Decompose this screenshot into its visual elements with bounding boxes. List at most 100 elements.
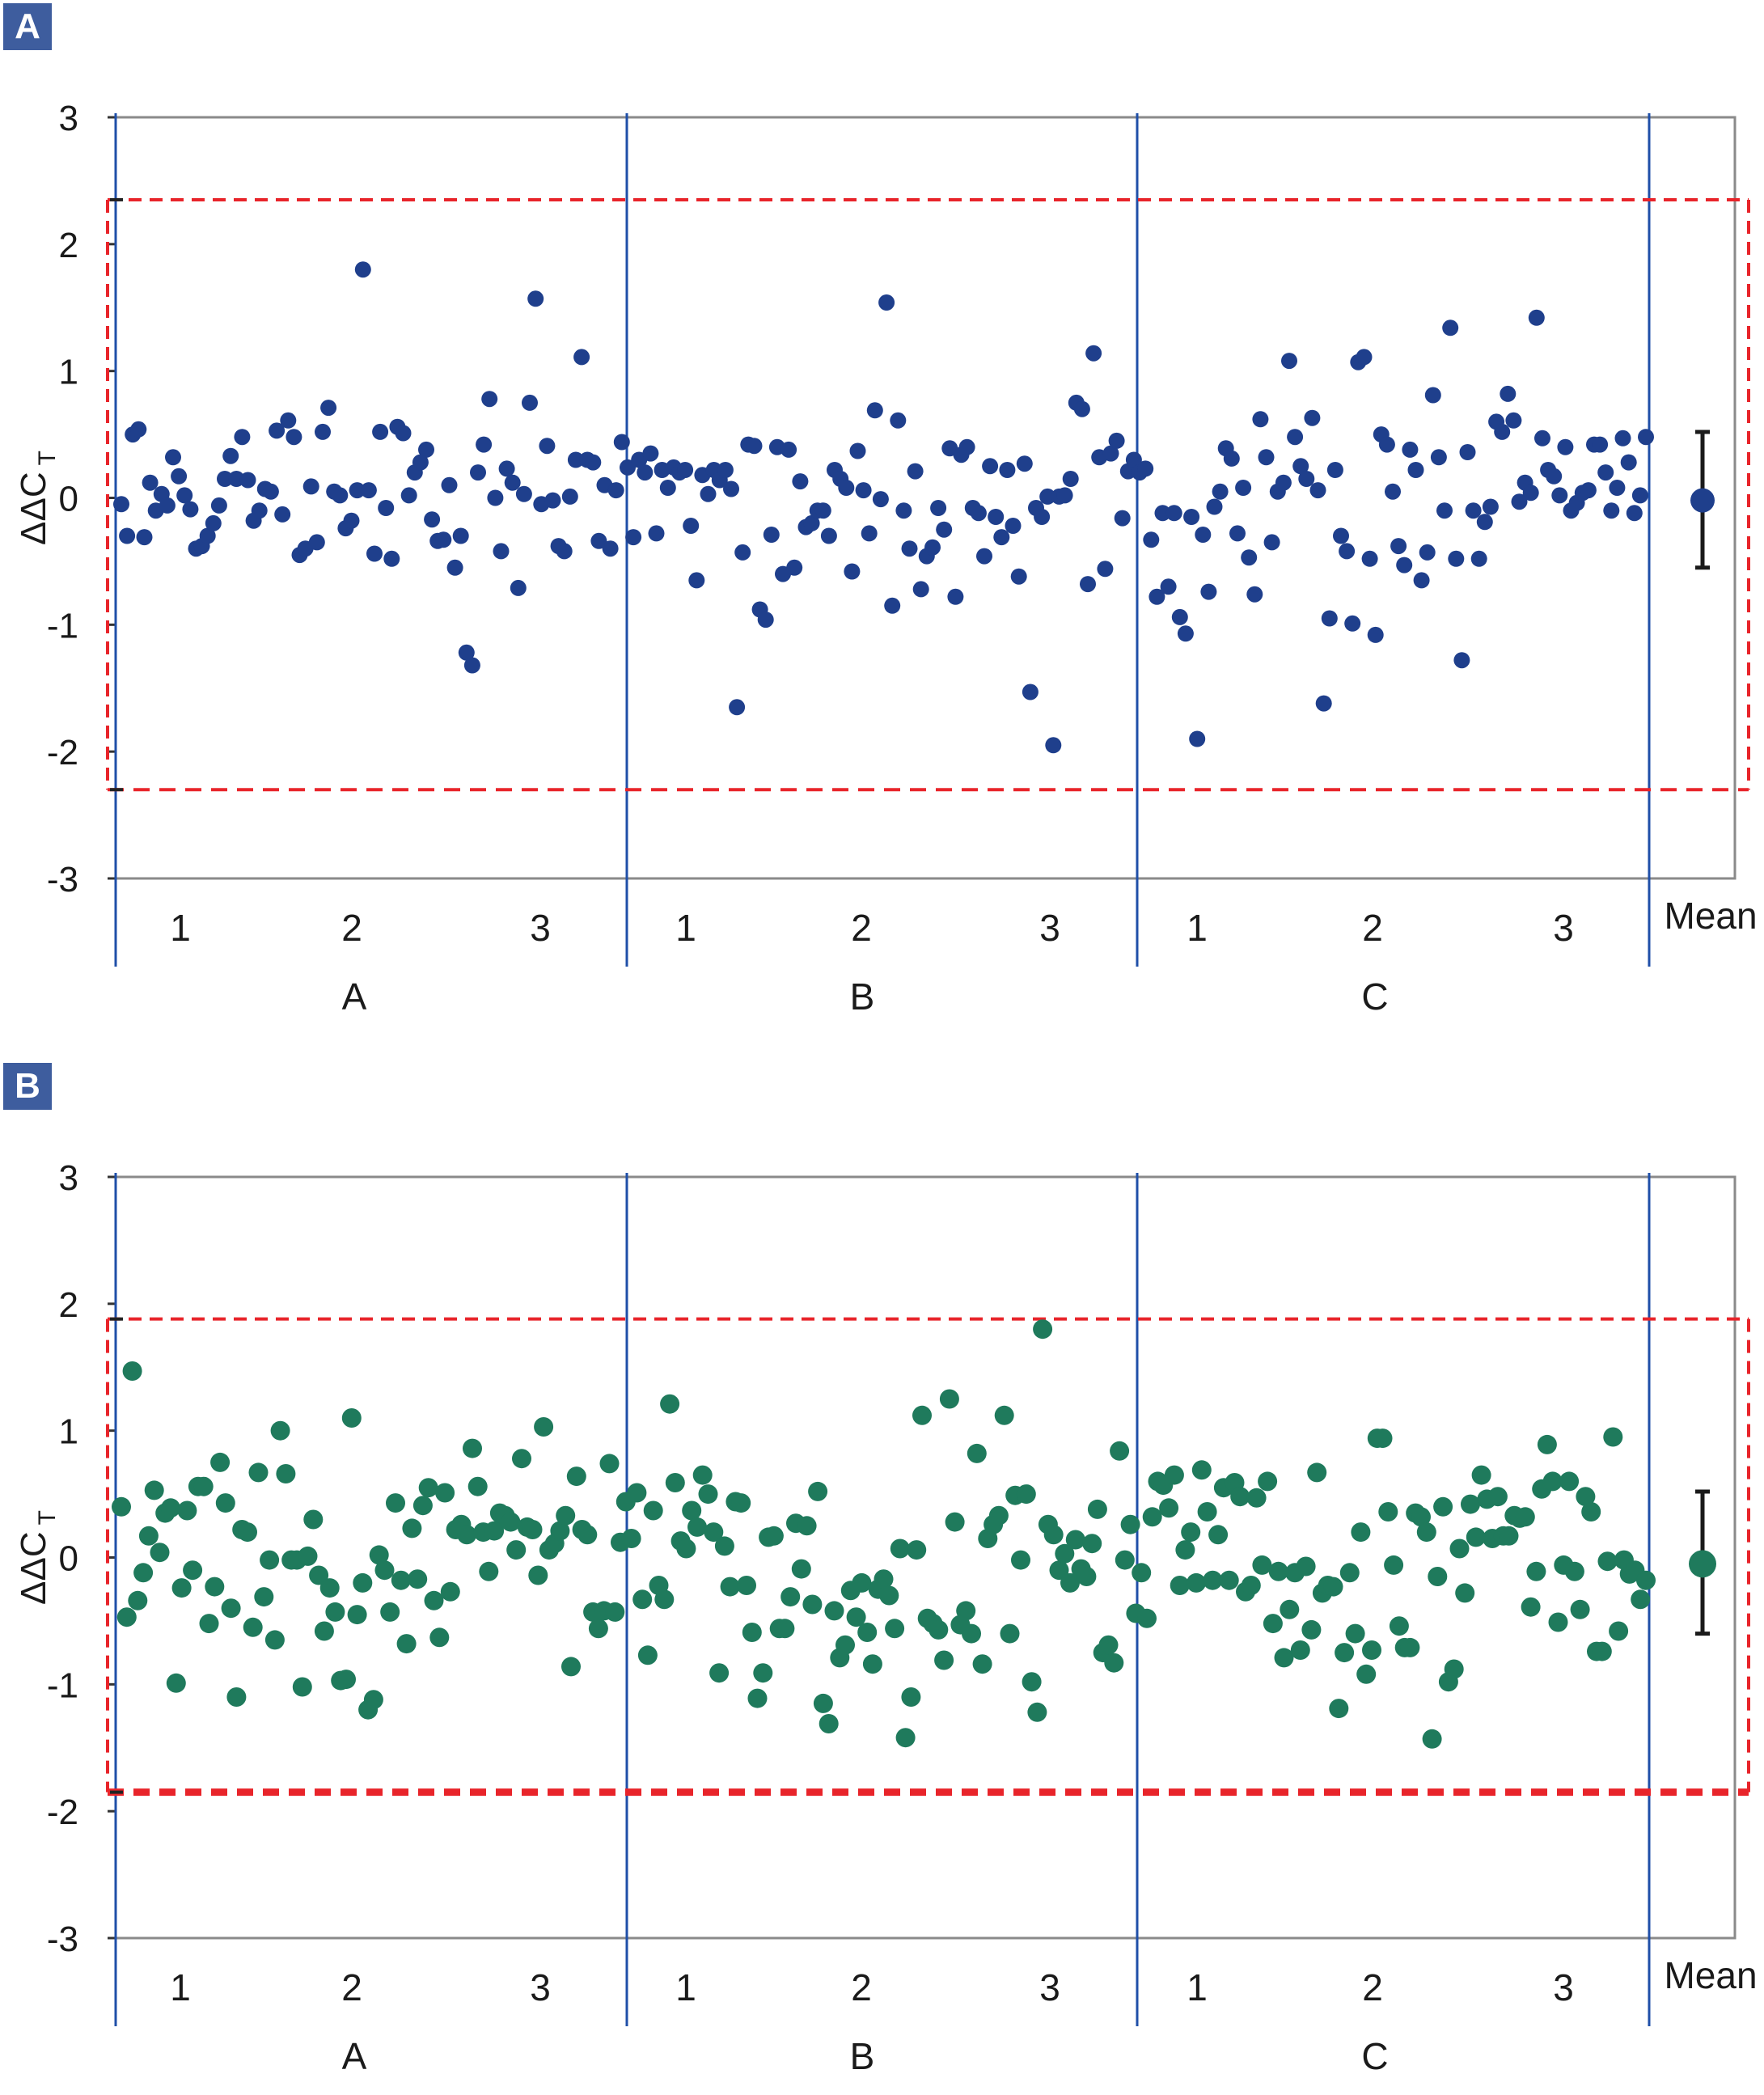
data-point — [1356, 349, 1373, 366]
data-point — [1281, 353, 1297, 370]
data-point — [934, 1650, 954, 1670]
data-point — [1511, 493, 1528, 510]
data-point — [1526, 1561, 1546, 1581]
data-point — [1592, 1641, 1612, 1661]
data-point — [729, 699, 746, 716]
mean-point — [1689, 1550, 1716, 1578]
data-point — [692, 1465, 713, 1485]
data-point — [1132, 1563, 1152, 1583]
data-point — [136, 529, 153, 546]
data-point — [879, 1585, 899, 1606]
data-point — [408, 1569, 428, 1589]
data-point — [878, 294, 895, 311]
data-point — [315, 423, 331, 440]
panel-a: A 3 2 1 0 -1 -2 -3 ΔΔCT 1 2 3 A 1 2 3 B 1 2 3 C Mean — [0, 0, 1764, 1035]
data-point — [625, 529, 642, 546]
data-point — [1235, 480, 1252, 496]
data-point — [988, 1505, 1009, 1526]
data-point — [1500, 385, 1517, 402]
data-point — [936, 521, 953, 538]
data-point — [1461, 1494, 1480, 1514]
data-point — [210, 1452, 231, 1472]
data-point — [176, 487, 193, 504]
data-point — [1258, 1471, 1278, 1492]
data-point — [1033, 1319, 1053, 1340]
data-point — [1542, 1471, 1563, 1492]
data-point — [1362, 1640, 1381, 1660]
data-point — [177, 1500, 197, 1521]
data-point — [1389, 1616, 1409, 1636]
data-point — [1258, 449, 1275, 466]
data-point — [813, 1693, 833, 1713]
data-point — [561, 488, 578, 505]
data-point — [1045, 737, 1062, 754]
data-point — [677, 462, 694, 478]
data-point — [458, 644, 475, 661]
subgroup-label: 1 — [1187, 907, 1208, 949]
data-point — [605, 1602, 625, 1622]
data-point — [819, 1714, 839, 1733]
data-point — [1268, 1561, 1288, 1581]
group-label: B — [850, 976, 875, 1018]
panel-a-badge: A — [3, 3, 52, 50]
data-point — [504, 474, 521, 491]
data-point — [698, 1484, 718, 1505]
data-point — [1551, 487, 1568, 504]
data-point — [1065, 1530, 1085, 1550]
data-point — [222, 447, 239, 464]
data-point — [226, 1687, 247, 1707]
y-tick-label: 0 — [59, 1539, 78, 1579]
data-point — [1592, 436, 1609, 453]
data-point — [269, 422, 286, 439]
data-point — [309, 1565, 329, 1585]
data-point — [588, 1619, 608, 1639]
data-point — [1471, 1465, 1491, 1485]
data-point — [802, 1594, 823, 1615]
data-point — [1546, 468, 1563, 485]
data-point — [205, 514, 222, 531]
data-point — [534, 1417, 554, 1437]
data-point — [476, 436, 493, 453]
data-point — [260, 1550, 280, 1570]
data-point — [1609, 480, 1626, 496]
y-axis-label: ΔΔCT — [14, 451, 61, 545]
data-point — [383, 550, 400, 567]
data-point — [1171, 608, 1188, 625]
data-point — [676, 1538, 696, 1559]
data-point — [1137, 460, 1154, 477]
data-point — [1087, 1499, 1107, 1519]
data-point — [1433, 1496, 1453, 1517]
data-point — [400, 487, 417, 504]
data-point — [1416, 1522, 1436, 1543]
data-point — [1143, 531, 1160, 548]
data-point — [171, 468, 188, 485]
data-point — [262, 483, 279, 500]
data-point — [463, 1438, 482, 1458]
data-point — [993, 529, 1010, 546]
data-point — [803, 514, 820, 531]
data-point — [353, 1572, 373, 1593]
data-point — [642, 445, 659, 462]
subgroup-label: 1 — [170, 1966, 191, 2008]
data-point — [1241, 549, 1258, 566]
data-point — [1165, 505, 1182, 522]
data-point — [544, 492, 561, 509]
data-point — [1034, 509, 1051, 525]
data-point — [1149, 588, 1165, 605]
data-point — [566, 1466, 586, 1487]
data-point — [687, 1517, 707, 1537]
data-point — [654, 1589, 675, 1610]
data-point — [1016, 455, 1033, 472]
data-point — [982, 458, 999, 475]
data-point — [1195, 527, 1212, 543]
data-point — [846, 1607, 866, 1627]
data-point — [199, 527, 216, 544]
data-point — [1298, 471, 1315, 487]
data-point — [248, 1462, 269, 1483]
data-point — [1177, 625, 1194, 642]
y-tick-label: 0 — [59, 480, 78, 519]
data-point — [814, 502, 831, 519]
data-point — [824, 1601, 844, 1621]
data-point — [374, 1560, 395, 1581]
data-point — [1085, 345, 1102, 362]
